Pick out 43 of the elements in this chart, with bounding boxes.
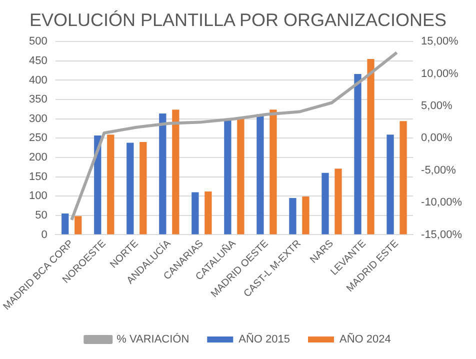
y-tick-label: 350 — [29, 94, 48, 106]
bar — [126, 142, 134, 234]
bar — [74, 216, 82, 234]
bar — [354, 74, 362, 234]
y-tick-label: 100 — [29, 190, 48, 202]
y-tick-label: 250 — [29, 132, 48, 144]
bar — [367, 58, 374, 234]
bar — [400, 121, 407, 234]
y2-tick-label: -15,00% — [421, 228, 462, 241]
bar — [334, 168, 342, 234]
y-tick-label: 450 — [29, 54, 48, 67]
bar — [224, 120, 232, 234]
y-tick-label: 300 — [29, 112, 48, 125]
legend-label: % VARIACIÓN — [116, 332, 190, 346]
bar — [62, 213, 69, 234]
bar — [192, 192, 199, 234]
y2-tick-label: 5,00% — [421, 100, 452, 112]
legend-label: AÑO 2015 — [238, 332, 290, 346]
y-tick-label: 200 — [29, 152, 48, 164]
y-tick-label: 150 — [29, 170, 48, 183]
bar — [172, 110, 180, 234]
chart-title: EVOLUCIÓN PLANTILLA POR ORGANIZACIONES — [29, 10, 447, 30]
y2-tick-label: 0,00% — [421, 132, 452, 144]
bar — [256, 114, 264, 234]
bar — [322, 172, 329, 234]
bar — [270, 110, 277, 234]
y-tick-label: 400 — [29, 74, 48, 86]
y-tick-label: 0 — [41, 228, 48, 241]
y-tick-label: 500 — [29, 36, 48, 48]
bar — [204, 191, 212, 234]
bar — [159, 113, 166, 234]
bar — [289, 198, 296, 234]
bar — [140, 142, 147, 234]
y2-tick-label: -5,00% — [421, 164, 456, 176]
bar — [302, 196, 310, 234]
y2-tick-label: 10,00% — [421, 68, 459, 80]
bar — [107, 134, 114, 234]
legend-label: AÑO 2024 — [340, 332, 391, 346]
y2-tick-label: -10,00% — [421, 196, 462, 209]
y2-tick-label: 15,00% — [421, 36, 459, 48]
bar — [386, 134, 394, 234]
y-tick-label: 50 — [35, 209, 48, 222]
bar — [237, 117, 244, 234]
